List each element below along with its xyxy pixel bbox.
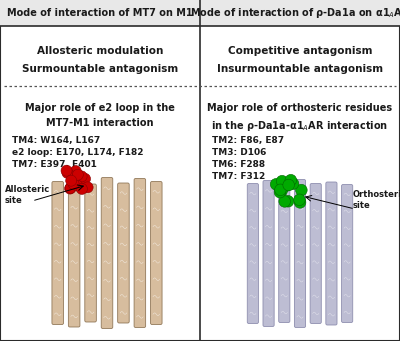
FancyBboxPatch shape (263, 180, 274, 326)
Circle shape (294, 194, 305, 206)
Text: TM6: F288: TM6: F288 (212, 160, 265, 169)
FancyBboxPatch shape (310, 183, 321, 324)
Bar (0, 0, 400, 26)
Circle shape (80, 173, 90, 184)
FancyBboxPatch shape (134, 178, 146, 327)
Text: Mode of interaction of MT7 on M1: Mode of interaction of MT7 on M1 (7, 8, 193, 18)
Circle shape (82, 182, 93, 193)
Circle shape (285, 174, 297, 186)
FancyBboxPatch shape (326, 182, 337, 325)
Circle shape (72, 169, 83, 180)
Circle shape (274, 186, 286, 198)
Text: TM7: E397, E401: TM7: E397, E401 (12, 160, 97, 169)
Circle shape (283, 179, 294, 191)
Circle shape (61, 165, 72, 176)
FancyBboxPatch shape (294, 179, 306, 327)
Circle shape (68, 178, 79, 190)
Circle shape (64, 183, 76, 194)
Circle shape (270, 178, 282, 190)
Circle shape (294, 197, 306, 208)
Text: Allosteric
site: Allosteric site (5, 184, 50, 205)
Circle shape (68, 175, 80, 186)
Circle shape (66, 175, 77, 186)
Circle shape (62, 167, 73, 178)
FancyBboxPatch shape (68, 179, 80, 327)
Circle shape (65, 182, 76, 193)
FancyBboxPatch shape (342, 184, 353, 323)
Text: TM2: F86, E87: TM2: F86, E87 (212, 136, 284, 145)
Circle shape (287, 178, 299, 190)
Text: TM4: W164, L167: TM4: W164, L167 (12, 136, 100, 145)
Text: Major role of orthosteric residues
in the ρ-Da1a-α1$_A$AR interaction: Major role of orthosteric residues in th… (208, 103, 392, 133)
Circle shape (76, 171, 87, 182)
FancyBboxPatch shape (247, 183, 258, 324)
Circle shape (279, 196, 290, 207)
FancyBboxPatch shape (118, 183, 129, 323)
Circle shape (296, 184, 307, 196)
FancyBboxPatch shape (101, 178, 113, 328)
Text: Insurmountable antagonism: Insurmountable antagonism (217, 64, 383, 74)
FancyBboxPatch shape (279, 184, 290, 323)
Circle shape (275, 184, 286, 196)
Circle shape (282, 195, 294, 207)
Text: TM7: F312: TM7: F312 (212, 172, 265, 181)
FancyBboxPatch shape (85, 184, 96, 322)
Circle shape (276, 175, 288, 187)
Circle shape (276, 185, 287, 197)
Circle shape (72, 180, 83, 191)
FancyBboxPatch shape (52, 181, 64, 325)
Text: Major role of e2 loop in the
MT7-M1 interaction: Major role of e2 loop in the MT7-M1 inte… (25, 103, 175, 128)
Circle shape (280, 180, 292, 191)
Text: Mode of interaction of ρ-Da1a on α1$_A$AR: Mode of interaction of ρ-Da1a on α1$_A$A… (190, 6, 400, 20)
Text: Competitive antagonism: Competitive antagonism (228, 46, 372, 56)
Text: Surmountable antagonism: Surmountable antagonism (22, 64, 178, 74)
Circle shape (70, 166, 81, 177)
Text: Allosteric modulation: Allosteric modulation (37, 46, 163, 56)
Text: Orthosteric
site: Orthosteric site (353, 190, 400, 210)
FancyBboxPatch shape (150, 181, 162, 325)
Text: e2 loop: E170, L174, F182: e2 loop: E170, L174, F182 (12, 148, 144, 157)
Text: TM3: D106: TM3: D106 (212, 148, 266, 157)
Circle shape (76, 183, 88, 194)
